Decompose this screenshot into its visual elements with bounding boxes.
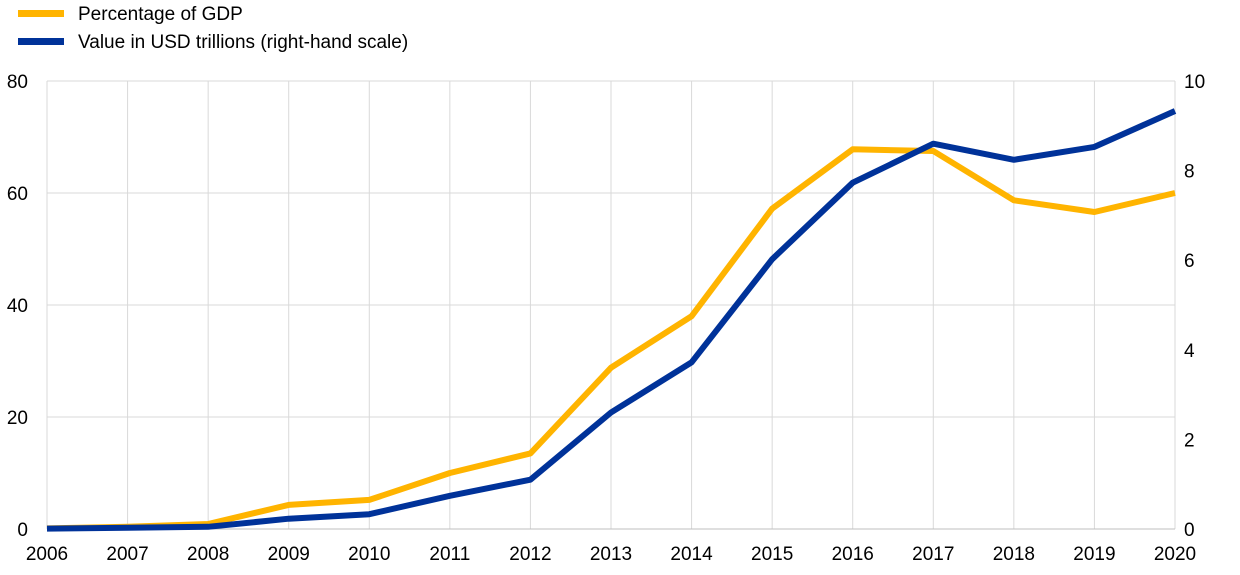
series-line-0: [46, 146, 1176, 532]
left-tick-label: 0: [17, 520, 28, 541]
left-tick-label: 60: [7, 184, 28, 205]
grid-lines: [46, 80, 1176, 530]
left-axis-ticks: 0 20 40 60 80: [7, 72, 28, 541]
legend-swatch: [18, 10, 64, 17]
x-axis-ticks: 2006 2007 2008 2009 2010 2011 2012 2013 2014 2015…: [26, 544, 1196, 565]
series-line-1: [46, 108, 1177, 532]
legend: Percentage of GDP Value in USD trillions…: [18, 4, 408, 53]
x-tick-label: 2016: [832, 544, 874, 565]
right-tick-label: 8: [1184, 162, 1195, 183]
x-tick-label: 2010: [348, 544, 390, 565]
x-tick-label: 2019: [1073, 544, 1115, 565]
x-tick-label: 2007: [106, 544, 148, 565]
right-tick-label: 2: [1184, 430, 1195, 451]
x-tick-label: 2017: [912, 544, 954, 565]
left-tick-label: 40: [7, 296, 28, 317]
x-tick-label: 2011: [429, 544, 470, 565]
legend-item-1: Value in USD trillions (right-hand scale…: [18, 32, 408, 53]
x-tick-label: 2012: [509, 544, 551, 565]
x-tick-label: 2020: [1154, 544, 1196, 565]
right-tick-label: 4: [1184, 341, 1195, 362]
x-tick-label: 2009: [268, 544, 310, 565]
right-tick-label: 10: [1184, 72, 1205, 93]
legend-label: Value in USD trillions (right-hand scale…: [78, 32, 408, 53]
series-lines: [46, 108, 1177, 532]
x-tick-label: 2014: [670, 544, 713, 565]
left-tick-label: 20: [7, 408, 28, 429]
left-tick-label: 80: [7, 72, 28, 93]
legend-label: Percentage of GDP: [78, 4, 243, 25]
right-tick-label: 6: [1184, 251, 1195, 272]
legend-swatch: [18, 38, 64, 45]
x-tick-label: 2018: [993, 544, 1035, 565]
right-axis-ticks: 0 2 4 6 8 10: [1184, 72, 1205, 541]
legend-item-0: Percentage of GDP: [18, 4, 243, 25]
x-tick-label: 2013: [590, 544, 632, 565]
x-tick-label: 2006: [26, 544, 68, 565]
right-tick-label: 0: [1184, 520, 1195, 541]
x-tick-label: 2015: [751, 544, 793, 565]
x-tick-label: 2008: [187, 544, 229, 565]
